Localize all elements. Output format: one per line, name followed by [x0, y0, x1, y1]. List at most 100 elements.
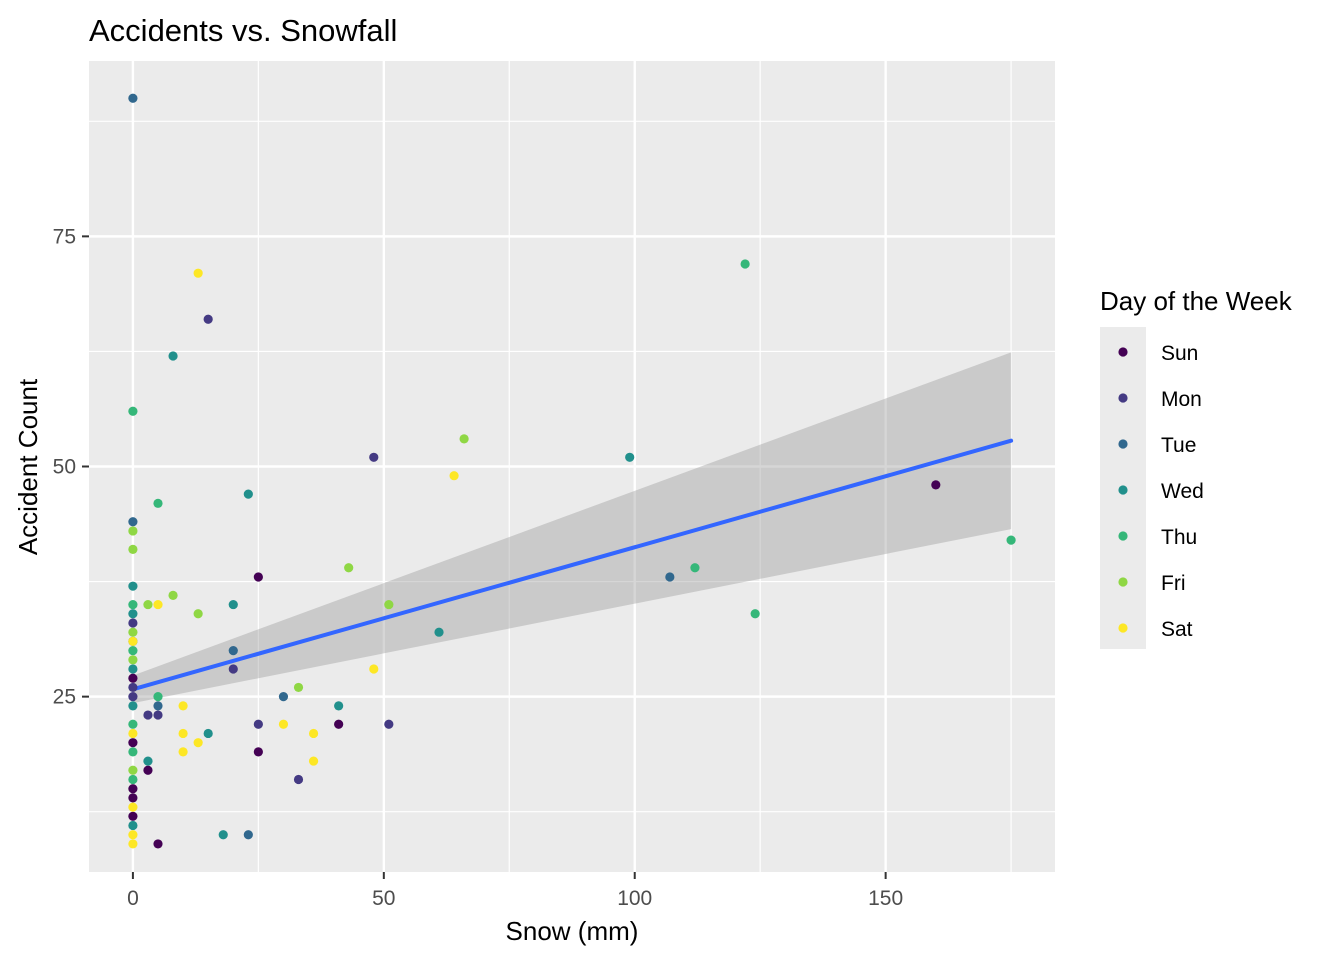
data-point-wed [143, 756, 153, 766]
legend-label: Wed [1161, 480, 1204, 503]
data-point-wed [625, 452, 635, 462]
legend-label: Thu [1161, 526, 1197, 549]
data-point-tue [243, 830, 253, 840]
data-point-fri [128, 544, 138, 554]
data-point-thu [690, 563, 700, 573]
data-point-wed [128, 581, 138, 591]
data-point-sun [128, 811, 138, 821]
data-point-wed [128, 701, 138, 711]
data-point-thu [153, 498, 163, 508]
data-point-sat [193, 738, 203, 748]
y-tick-label: 75 [53, 225, 76, 248]
data-point-tue [228, 646, 238, 656]
data-point-fri [128, 765, 138, 775]
x-tick-label: 100 [617, 887, 652, 910]
data-point-tue [128, 517, 138, 527]
data-point-fri [384, 599, 394, 610]
data-point-mon [384, 719, 394, 729]
data-point-mon [293, 774, 304, 785]
data-point-fri [193, 609, 203, 619]
data-point-wed [334, 701, 344, 711]
data-point-fri [128, 655, 138, 665]
data-point-mon [128, 692, 138, 702]
legend-item-thu: Thu [1118, 526, 1197, 549]
data-point-sat [128, 636, 138, 647]
data-point-tue [153, 701, 163, 711]
legend-item-tue: Tue [1118, 434, 1196, 457]
data-point-fri [168, 590, 178, 600]
data-point-tue [128, 93, 138, 103]
data-point-thu [128, 646, 138, 656]
data-point-sun [143, 765, 153, 775]
x-tick-label: 0 [127, 887, 139, 910]
data-point-thu [153, 692, 163, 702]
data-point-thu [128, 406, 138, 416]
legend-label: Fri [1161, 572, 1186, 595]
data-point-tue [278, 692, 289, 702]
data-point-fri [128, 627, 138, 637]
data-point-wed [128, 664, 138, 674]
data-point-thu [128, 774, 138, 785]
confidence-band [132, 352, 1012, 704]
data-point-sat [278, 719, 289, 729]
trend-line [130, 438, 1014, 692]
data-point-wed [434, 627, 444, 637]
data-point-sat [128, 802, 138, 812]
legend-key-sat [1118, 623, 1128, 633]
data-point-wed [128, 609, 138, 619]
data-point-wed [228, 599, 238, 610]
data-point-fri [459, 434, 469, 444]
legend-item-wed: Wed [1118, 480, 1204, 503]
legend: Day of the Week Sun Mon Tue Wed Thu Fri Sat [1100, 286, 1293, 649]
trend-line-layer [130, 438, 1014, 692]
legend-key-mon [1118, 393, 1128, 403]
grid-lines [89, 61, 1055, 872]
legend-key-tue [1118, 439, 1128, 449]
data-point-thu [1006, 535, 1016, 545]
data-point-thu [128, 599, 138, 610]
legend-key-sun [1118, 347, 1128, 357]
data-point-sat [128, 728, 138, 739]
data-point-fri [143, 599, 153, 610]
chart-title: Accidents vs. Snowfall [89, 13, 397, 48]
legend-items: Sun Mon Tue Wed Thu Fri Sat [1118, 342, 1204, 641]
y-axis-title: Accident Count [13, 378, 43, 555]
data-point-thu [740, 259, 750, 269]
data-point-mon [128, 682, 138, 693]
data-point-wed [243, 489, 253, 499]
data-point-sun [128, 793, 138, 803]
legend-item-fri: Fri [1118, 572, 1186, 595]
data-point-wed [168, 351, 178, 361]
data-point-fri [128, 526, 138, 536]
legend-key-wed [1118, 485, 1128, 495]
data-point-mon [253, 719, 263, 729]
legend-label: Sat [1161, 618, 1193, 641]
data-point-sat [178, 747, 188, 757]
legend-item-mon: Mon [1118, 388, 1202, 411]
data-point-mon [203, 314, 213, 324]
legend-key-fri [1118, 577, 1128, 587]
data-point-tue [665, 572, 675, 582]
legend-label: Tue [1161, 434, 1196, 457]
x-axis-title: Snow (mm) [506, 916, 639, 946]
data-point-mon [153, 710, 163, 720]
data-point-mon [369, 452, 379, 462]
data-point-sat [449, 471, 459, 481]
data-point-sat [369, 664, 379, 674]
legend-title: Day of the Week [1100, 286, 1293, 316]
legend-key-thu [1118, 531, 1128, 541]
data-point-sun [128, 784, 138, 794]
data-point-mon [128, 618, 138, 628]
y-tick-label: 25 [53, 686, 76, 709]
data-point-sun [931, 480, 941, 490]
data-point-sat [178, 701, 188, 711]
data-point-sat [153, 599, 163, 610]
legend-item-sun: Sun [1118, 342, 1198, 365]
data-point-sun [153, 839, 163, 849]
data-points [128, 93, 1016, 849]
legend-label: Sun [1161, 342, 1198, 365]
data-point-sat [128, 839, 138, 849]
data-point-sun [128, 673, 138, 683]
data-point-mon [143, 710, 153, 720]
data-point-fri [293, 682, 304, 693]
